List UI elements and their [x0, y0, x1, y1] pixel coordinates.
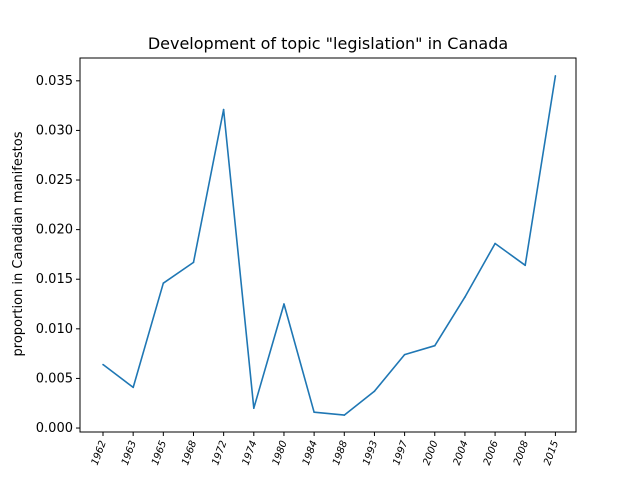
x-tick-label: 1993 [361, 439, 380, 467]
data-point [554, 75, 557, 77]
y-axis-label: proportion in Canadian manifestos [11, 131, 26, 356]
plot-area: 0.000 0.005 0.010 0.015 0.020 0.025 0.030 0.035… [36, 57, 577, 467]
data-point [343, 414, 346, 416]
y-tick-label: 0.010 [36, 322, 73, 337]
data-point [253, 407, 255, 409]
x-tick-label: 1974 [241, 439, 260, 467]
x-tick-label: 1984 [301, 439, 320, 467]
x-tick-label: 1965 [150, 439, 169, 467]
data-point [433, 344, 436, 347]
x-tick-label: 2015 [542, 439, 561, 467]
y-tick-label: 0.035 [36, 74, 73, 89]
chart-title: Development of topic "legislation" in Ca… [148, 34, 508, 53]
data-point [494, 242, 496, 245]
data-point [192, 261, 195, 264]
data-point [313, 411, 315, 413]
series-line [102, 75, 557, 416]
x-tick-label: 1972 [210, 439, 229, 467]
x-tick-label: 1997 [391, 439, 410, 467]
x-tick-label: 2004 [452, 439, 471, 467]
y-tick-label: 0.030 [36, 123, 73, 138]
x-tick-label: 2000 [422, 439, 441, 467]
data-point [403, 353, 406, 356]
data-point [102, 363, 104, 366]
x-tick-label: 1968 [180, 439, 199, 467]
data-point [524, 264, 527, 267]
y-tick-label: 0.015 [36, 272, 73, 287]
data-point [464, 296, 466, 298]
data-point [373, 390, 376, 393]
x-tick-label: 1988 [331, 439, 350, 467]
x-tick-label: 1980 [271, 439, 290, 467]
x-tick-label: 1963 [120, 439, 139, 467]
x-tick-label: 1962 [90, 439, 109, 467]
y-tick-label: 0.020 [36, 223, 73, 238]
plot-frame [79, 57, 577, 433]
y-tick-label: 0.025 [36, 173, 73, 188]
data-point [162, 282, 165, 284]
y-tick-label: 0.000 [36, 421, 73, 436]
x-tick-label: 2006 [482, 439, 501, 467]
data-point [283, 303, 285, 305]
data-point [222, 108, 225, 111]
y-tick-label: 0.005 [36, 371, 73, 386]
x-tick-label: 2008 [512, 439, 531, 467]
data-point [132, 386, 134, 389]
